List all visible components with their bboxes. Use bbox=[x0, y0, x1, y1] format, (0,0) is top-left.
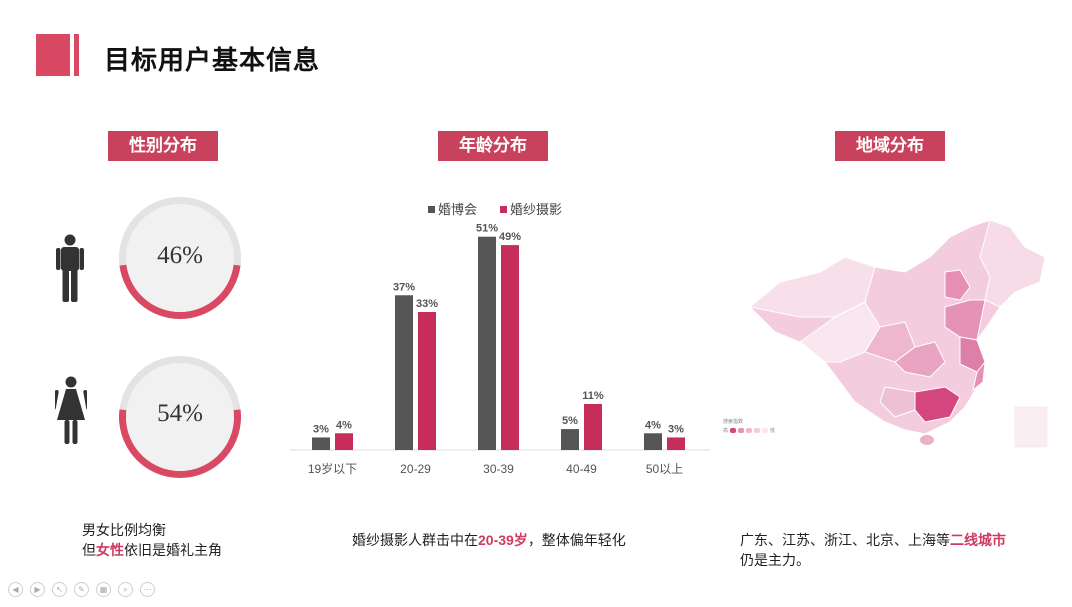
male-ratio-value: 46% bbox=[157, 242, 203, 269]
male-ratio-donut bbox=[119, 197, 241, 319]
map-legend-swatch bbox=[730, 428, 737, 433]
map-legend-swatch bbox=[762, 428, 769, 433]
grid-view-button[interactable]: ▦ bbox=[96, 582, 111, 597]
age-caption: 婚纱摄影人群击中在20-39岁，整体偏年轻化 bbox=[352, 532, 626, 548]
gender-caption: 男女比例均衡 但女性依旧是婚礼主角 bbox=[82, 520, 222, 560]
region-caption-line2: 仍是主力。 bbox=[740, 552, 810, 568]
gender-caption-line2: 但女性依旧是婚礼主角 bbox=[82, 542, 222, 558]
bar-value-label: 4% bbox=[336, 419, 352, 431]
age-bar-chart: 婚博会 婚纱摄影 3% 4% 19岁以下 37%33% 20-29 51%49% 30-39 5%… bbox=[290, 202, 710, 476]
bar-value-label: 11% bbox=[582, 390, 604, 402]
map-legend-low: 低 bbox=[770, 428, 776, 434]
map-legend: 搜索指数 高 低 bbox=[723, 418, 775, 434]
region-caption: 广东、江苏、浙江、北京、上海等二线城市 仍是主力。 bbox=[740, 530, 1006, 570]
bar-value-label: 3% bbox=[313, 423, 329, 435]
x-tick-label: 20-29 bbox=[400, 462, 431, 476]
bar bbox=[395, 295, 413, 450]
gender-highlight: 女性 bbox=[96, 542, 124, 558]
bar bbox=[501, 245, 519, 450]
more-options-button[interactable]: ⋯ bbox=[140, 582, 155, 597]
bar-value-label: 37% bbox=[393, 281, 415, 293]
section-label-age: 年龄分布 bbox=[438, 131, 548, 161]
bar bbox=[478, 236, 496, 450]
x-tick-label: 50以上 bbox=[646, 462, 683, 476]
bar bbox=[584, 404, 602, 450]
region-highlight: 二线城市 bbox=[950, 532, 1006, 548]
donut-center bbox=[126, 204, 234, 312]
x-tick-label: 40-49 bbox=[566, 462, 597, 476]
map-legend-swatch bbox=[754, 428, 761, 433]
bar bbox=[418, 312, 436, 450]
legend-swatch bbox=[500, 206, 507, 213]
bar-value-label: 5% bbox=[562, 415, 578, 427]
bar-value-label: 49% bbox=[499, 231, 521, 243]
male-icon bbox=[56, 234, 84, 302]
legend-label: 婚纱摄影 bbox=[510, 202, 562, 217]
zoom-button[interactable]: ⌕ bbox=[118, 582, 133, 597]
legend-label: 婚博会 bbox=[438, 202, 477, 217]
bar bbox=[561, 429, 579, 450]
x-tick-label: 30-39 bbox=[483, 462, 514, 476]
title-accent-bar bbox=[74, 34, 79, 76]
page-title: 目标用户基本信息 bbox=[104, 45, 321, 75]
pointer-tool-button[interactable]: ↖ bbox=[52, 582, 67, 597]
age-highlight: 20-39岁 bbox=[478, 532, 528, 548]
map-legend-title: 搜索指数 bbox=[723, 419, 744, 425]
donut-center bbox=[126, 363, 234, 471]
china-heat-map bbox=[748, 219, 1048, 448]
bar-value-label: 3% bbox=[668, 423, 684, 435]
map-legend-swatch bbox=[746, 428, 753, 433]
map-legend-swatch bbox=[738, 428, 745, 433]
map-legend-high: 高 bbox=[723, 428, 729, 434]
male-ratio-arc bbox=[119, 264, 241, 319]
title-accent-block bbox=[36, 34, 70, 76]
bar bbox=[312, 437, 330, 450]
female-ratio-value: 54% bbox=[157, 400, 203, 427]
section-label-gender: 性别分布 bbox=[108, 131, 218, 161]
bar-value-label: 4% bbox=[645, 419, 661, 431]
bar bbox=[667, 437, 685, 450]
bar-value-label: 33% bbox=[416, 298, 438, 310]
female-ratio-donut bbox=[119, 356, 241, 478]
gender-caption-line1: 男女比例均衡 bbox=[82, 522, 166, 538]
next-slide-button[interactable]: ▶ bbox=[30, 582, 45, 597]
x-tick-label: 19岁以下 bbox=[308, 461, 357, 476]
region-caption-line1: 广东、江苏、浙江、北京、上海等二线城市 bbox=[740, 532, 1006, 548]
prev-slide-button[interactable]: ◀ bbox=[8, 582, 23, 597]
bar bbox=[644, 433, 662, 450]
legend-swatch bbox=[428, 206, 435, 213]
bar bbox=[335, 433, 353, 450]
bar-value-label: 51% bbox=[476, 223, 498, 235]
female-icon bbox=[55, 376, 87, 444]
pen-tool-button[interactable]: ✎ bbox=[74, 582, 89, 597]
section-label-region: 地域分布 bbox=[835, 131, 945, 161]
